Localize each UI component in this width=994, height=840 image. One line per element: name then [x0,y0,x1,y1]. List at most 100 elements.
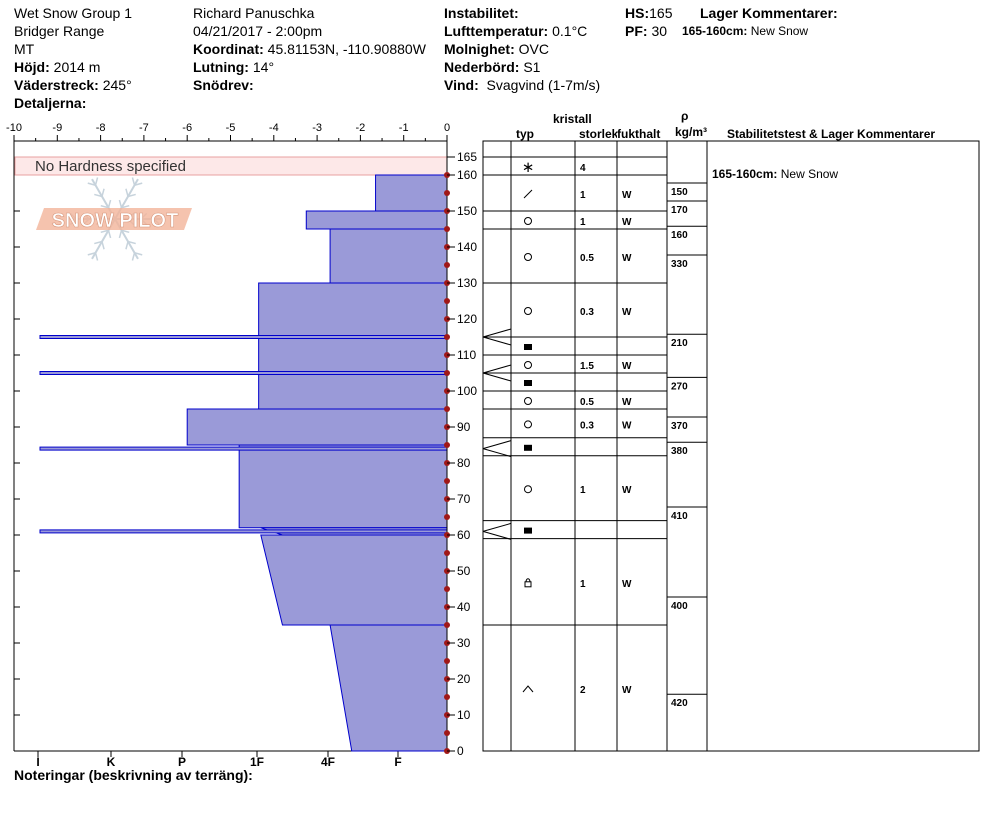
rounded-grain-icon [524,307,532,315]
height-marker [444,586,450,592]
height-tick-label: 165 [457,150,477,164]
height-marker [444,226,450,232]
ice-layer-icon [524,527,532,534]
density-value: 170 [671,205,688,216]
logo-banner [36,208,192,230]
layer-moisture: W [622,217,632,228]
layer-size: 4 [580,163,586,174]
layer-size: 0.5 [580,253,594,264]
snowflake-branch [100,229,109,234]
snowflake-branch [125,188,129,197]
rounded-grain-icon [524,217,532,225]
density-value: 410 [671,511,688,522]
snowflake-branch [131,177,136,186]
melt-freeze-icon-arc [525,578,531,582]
density-value: 160 [671,230,688,241]
layer-size: 0.5 [580,397,594,408]
ice-layer-icon [524,380,532,386]
hardness-layer [329,228,448,284]
decomposed-icon [523,189,533,199]
height-tick-label: 130 [457,276,477,290]
height-tick-label: 100 [457,384,477,398]
thin-hardness-layer [39,529,448,534]
height-tick-label: 70 [457,492,471,506]
height-tick-label: 60 [457,528,471,542]
height-marker [444,658,450,664]
notes-label: Noteringar (beskrivning av terräng): [14,767,253,783]
density-value: 210 [671,338,688,349]
hardness-layer [258,282,448,410]
snowflake-branch [101,188,105,197]
moisture-header: fukthalt [617,127,661,141]
total-height: HS:165 [625,5,673,21]
drift-label: Snödrev: [193,77,254,93]
snowflake-branch [94,252,99,261]
height-tick-label: 150 [457,204,477,218]
snowflake-branch [100,204,109,209]
rho-header: ρ [681,109,689,123]
height-tick-label: 50 [457,564,471,578]
layer-table-frame [482,140,980,752]
hardness-layer [186,408,448,446]
precipitation: Nederbörd: S1 [444,59,541,75]
temp-tick-label: 0 [444,122,450,134]
thin-layer-connector [482,448,512,458]
height-marker [444,406,450,412]
hardness-tick-label: I [36,755,39,769]
height-marker [444,730,450,736]
rounded-grain-icon [524,485,532,494]
rounded-grain-icon [524,253,532,261]
thin-hardness-layer [39,335,448,339]
layer-size: 1 [580,579,586,590]
thin-layer-connector [482,372,512,382]
snowflake-branch [127,193,136,198]
snow-pilot-logo: SNOW PILOT [52,210,179,232]
hardness-tick-label: 4F [321,755,335,769]
density-unit-header: kg/m³ [675,125,708,139]
layer-size: 1 [580,217,586,228]
thin-layer-connector [482,364,512,374]
coordinates: Koordinat: 45.81153N, -110.90880W [193,41,426,57]
layer-moisture: W [622,485,632,496]
rounded-grain-icon [524,420,532,429]
thin-hardness-layer [39,446,448,451]
height-tick-label: 20 [457,672,471,686]
density-value: 270 [671,381,688,392]
height-tick-label: 80 [457,456,471,470]
rounded-grain-icon [524,397,532,405]
thin-layer-connector [482,328,512,338]
height-tick-label: 110 [457,348,476,362]
density-value: 370 [671,421,688,432]
snowflake-branch [125,241,129,250]
snowflake-branch [118,199,123,208]
layer-size: 2 [580,685,586,696]
hardness-layer [329,624,448,752]
thin-layer-connector [482,522,512,532]
density-value: 380 [671,446,688,457]
snowflake-branch [121,229,130,234]
density-value: 330 [671,259,688,270]
height-marker [444,262,450,268]
type-header: typ [516,127,534,141]
depth-hoar-icon [522,685,534,693]
temp-tick-label: -10 [6,122,22,134]
hardness-layer [260,534,448,626]
height-marker [444,334,450,340]
height-marker [444,514,450,520]
snowflake-branch [134,252,143,256]
layer-moisture: W [622,685,632,696]
layer-moisture: W [622,420,632,431]
melt-freeze-icon [524,581,532,588]
elevation: Höjd: 2014 m [14,59,101,75]
stability-comment: 165-160cm: New Snow [712,167,839,181]
thin-layer-connector [482,530,512,540]
temp-tick-label: -8 [96,122,106,134]
snowflake-branch [101,241,105,250]
height-tick-label: 140 [457,240,477,254]
stability-header: Stabilitetstest & Lager Kommentarer [727,127,936,141]
snowflake-branch [121,204,130,209]
crystal-header: kristall [553,112,592,126]
temp-tick-label: -4 [269,122,279,134]
hardness-tick-label: P [178,755,186,769]
